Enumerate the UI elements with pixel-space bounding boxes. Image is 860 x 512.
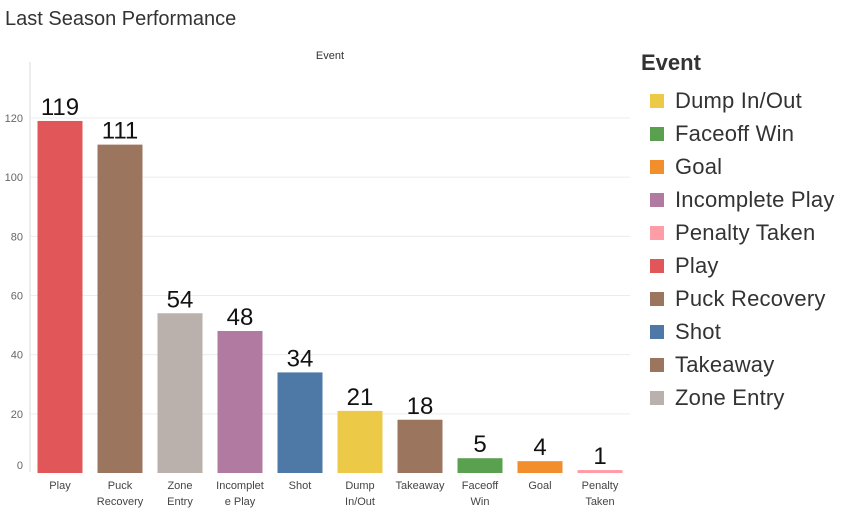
legend-swatch (650, 258, 664, 273)
y-tick-label: 20 (11, 409, 23, 421)
data-label: 119 (41, 94, 79, 121)
data-label: 5 (473, 431, 486, 458)
data-label: 4 (533, 434, 546, 461)
x-tick-label: Puck (108, 480, 133, 492)
x-tick-label: Taken (585, 496, 614, 508)
bar-8 (457, 458, 503, 473)
x-tick-label: Goal (528, 480, 551, 492)
legend-item: Play (641, 249, 860, 282)
legend-label: Puck Recovery (675, 285, 826, 311)
legend: Event Dump In/Out Faceoff Win Goal Incomple… (641, 50, 860, 414)
y-tick-label: 40 (11, 350, 23, 362)
bar-5 (277, 372, 323, 473)
legend-label: Incomplete Play (675, 186, 835, 212)
legend-item: Goal (641, 150, 860, 183)
data-label: 18 (407, 393, 434, 420)
bar-1 (37, 120, 83, 473)
x-tick-label: Faceoff (462, 480, 499, 492)
chart-title: Last Season Performance (5, 8, 237, 30)
legend-label: Penalty Taken (675, 219, 816, 245)
y-tick-label: 60 (11, 291, 23, 303)
bar-3 (157, 313, 203, 473)
legend-swatch (650, 225, 664, 240)
y-tick-label: 80 (11, 231, 23, 243)
data-label: 111 (102, 118, 138, 145)
legend-swatch (650, 390, 664, 405)
legend-item: Shot (641, 315, 860, 348)
legend-item: Incomplete Play (641, 183, 860, 216)
legend-swatch (650, 93, 664, 108)
x-tick-label: Zone (167, 480, 192, 492)
legend-title: Event (641, 50, 701, 75)
legend-swatch (650, 126, 664, 141)
legend-label: Play (675, 252, 719, 278)
column-header: Event (316, 50, 344, 62)
data-label: 1 (593, 443, 606, 470)
y-tick-label: 120 (5, 113, 23, 125)
legend-label: Shot (675, 318, 722, 344)
legend-item: Faceoff Win (641, 117, 860, 150)
x-tick-label: In/Out (345, 496, 375, 508)
legend-item: Penalty Taken (641, 216, 860, 249)
legend-label: Faceoff Win (675, 120, 795, 146)
data-label: 21 (347, 384, 374, 411)
legend-item: Zone Entry (641, 381, 860, 414)
bar-4 (217, 331, 263, 473)
bar-6 (337, 410, 383, 473)
bar-7 (397, 419, 443, 473)
legend-label: Takeaway (675, 351, 775, 377)
legend-items: Dump In/Out Faceoff Win Goal Incomplete Pla… (641, 84, 860, 414)
x-tick-label: Win (471, 496, 490, 508)
x-tick-label: Shot (289, 480, 312, 492)
x-tick-label: Penalty (582, 480, 619, 492)
legend-swatch (650, 291, 664, 306)
x-tick-label: Dump (345, 480, 374, 492)
legend-item: Takeaway (641, 348, 860, 381)
bar-chart: Event 0 20 40 60 80 100 120 119 Play 111 Puck Recove… (5, 50, 630, 508)
bar-9 (517, 461, 563, 473)
bar-10 (577, 470, 623, 473)
legend-swatch (650, 357, 664, 372)
legend-label: Dump In/Out (675, 87, 802, 113)
x-tick-label: Takeaway (396, 480, 445, 492)
y-tick-label: 100 (5, 172, 23, 184)
legend-label: Goal (675, 153, 723, 179)
data-label: 34 (287, 345, 314, 372)
legend-item: Puck Recovery (641, 282, 860, 315)
x-tick-label: Recovery (97, 496, 144, 508)
legend-swatch (650, 159, 664, 174)
x-tick-label: Play (49, 480, 71, 492)
data-label: 54 (167, 286, 194, 313)
y-tick-label: 0 (17, 460, 23, 472)
data-label: 48 (227, 304, 254, 331)
legend-swatch (650, 192, 664, 207)
x-tick-label: Entry (167, 496, 193, 508)
legend-label: Zone Entry (675, 384, 785, 410)
x-tick-label: e Play (225, 496, 256, 508)
legend-swatch (650, 324, 664, 339)
bar-2 (97, 144, 143, 473)
x-tick-label: Incomplet (216, 480, 264, 492)
legend-item: Dump In/Out (641, 84, 860, 117)
